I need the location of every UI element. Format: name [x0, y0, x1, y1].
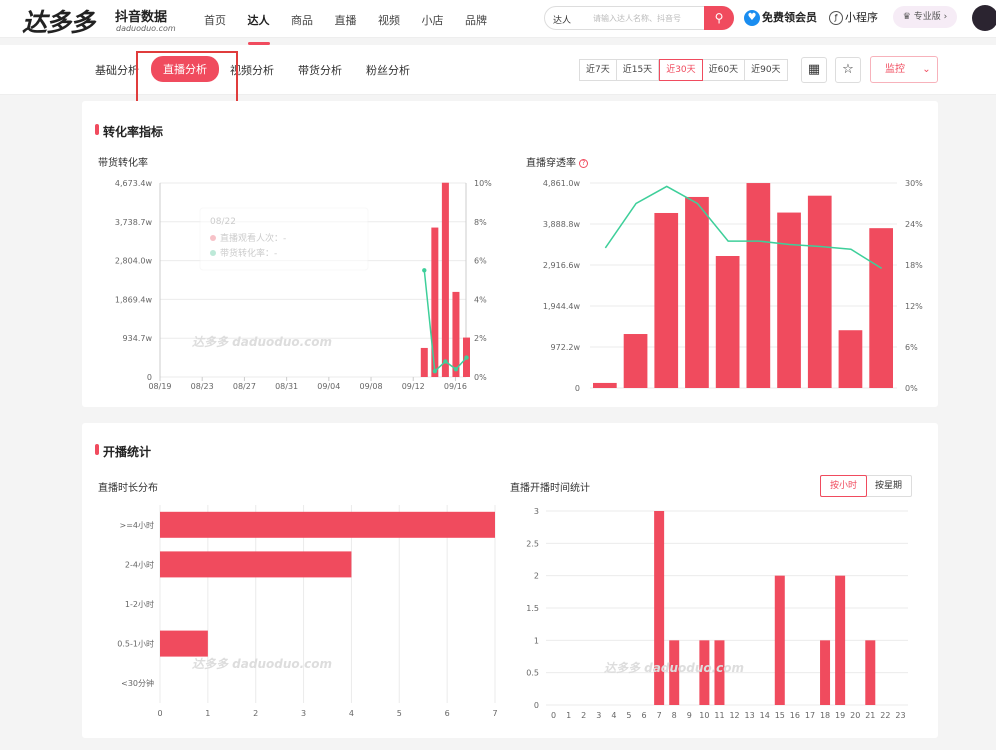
crown-icon: ♛	[902, 12, 911, 22]
avatar[interactable]	[972, 5, 996, 31]
vip-label: 免费领会员	[762, 11, 817, 24]
qrcode-button[interactable]: ▦	[801, 57, 827, 83]
period-90d[interactable]: 近90天	[751, 65, 781, 75]
question-icon[interactable]: ?	[579, 158, 588, 168]
start-time-toggle: 按小时 按星期	[820, 475, 913, 497]
favorite-button[interactable]: ☆	[835, 57, 861, 83]
main-nav: 首页 达人 商品 直播 视频 小店 品牌	[204, 12, 505, 45]
vip-icon: ♥	[744, 10, 760, 26]
free-vip-link[interactable]: ♥ 免费领会员	[744, 9, 817, 26]
monitor-label: 监控	[885, 64, 905, 75]
mini-program-label: 小程序	[845, 11, 878, 24]
search-icon: ⚲	[714, 11, 724, 25]
nav-item-home[interactable]: 首页	[204, 14, 226, 27]
tab-basic-analysis[interactable]: 基础分析	[95, 64, 139, 77]
monitor-dropdown[interactable]: 监控 ⌄	[870, 56, 938, 83]
section-title-live-stats: 开播统计	[95, 443, 151, 460]
nav-item-brand[interactable]: 品牌	[465, 14, 487, 27]
period-7d[interactable]: 近7天	[580, 60, 617, 80]
pro-version-badge[interactable]: ♛ 专业版 ›	[893, 6, 957, 28]
period-30d[interactable]: 近30天	[659, 59, 703, 81]
mini-program-link[interactable]: ƒ 小程序	[829, 9, 878, 25]
toggle-by-hour[interactable]: 按小时	[820, 475, 868, 497]
conversion-card: 转化率指标 带货转化率 直播穿透率?	[82, 101, 938, 407]
chart-title-penetration: 直播穿透率?	[526, 154, 588, 169]
pro-label: 专业版	[913, 12, 941, 22]
logo-text: 达多多	[22, 8, 95, 37]
chart-title-duration: 直播时长分布	[98, 483, 158, 494]
nav-item-live[interactable]: 直播	[334, 14, 357, 27]
logo[interactable]: 达多多 抖音数据 daduoduo.com	[22, 3, 176, 39]
nav-item-influencer[interactable]: 达人	[247, 14, 270, 45]
logo-subtitle: 抖音数据	[115, 10, 168, 25]
star-icon: ☆	[842, 62, 854, 77]
tab-sales-analysis[interactable]: 带货分析	[298, 64, 342, 77]
search-box: 达人 请输入达人名称、抖音号 ⚲	[544, 6, 734, 30]
search-input[interactable]: 请输入达人名称、抖音号	[593, 14, 681, 23]
toggle-by-week[interactable]: 按星期	[875, 481, 903, 491]
live-stats-card: 开播统计 直播时长分布 直播开播时间统计	[82, 423, 938, 738]
analysis-tabs-bar: 基础分析 直播分析 视频分析 带货分析 粉丝分析	[0, 45, 996, 95]
top-navigation: 达多多 抖音数据 daduoduo.com 首页 达人 商品 直播 视频 小店 …	[0, 0, 996, 45]
nav-item-video[interactable]: 视频	[378, 14, 400, 27]
tab-video-analysis[interactable]: 视频分析	[230, 64, 274, 77]
chart-title-start-time: 直播开播时间统计	[510, 483, 590, 494]
period-60d[interactable]: 近60天	[703, 60, 746, 80]
chart-title-penetration-text: 直播穿透率	[526, 158, 576, 169]
qrcode-icon: ▦	[807, 62, 821, 77]
chart-title-conversion: 带货转化率	[98, 158, 148, 169]
logo-url: daduoduo.com	[116, 24, 176, 33]
period-15d[interactable]: 近15天	[617, 60, 660, 80]
mini-program-icon: ƒ	[829, 11, 843, 25]
search-type-select[interactable]: 达人	[553, 16, 572, 26]
nav-item-shop[interactable]: 小店	[421, 14, 444, 27]
tab-live-analysis[interactable]: 直播分析	[151, 56, 219, 82]
nav-item-product[interactable]: 商品	[291, 14, 313, 27]
period-selector: 近7天 近15天 近30天 近60天 近90天	[579, 59, 788, 81]
section-title-conversion: 转化率指标	[95, 123, 163, 140]
chevron-down-icon: ⌄	[922, 64, 931, 75]
tab-fans-analysis[interactable]: 粉丝分析	[366, 64, 410, 77]
search-button[interactable]: ⚲	[704, 6, 734, 30]
